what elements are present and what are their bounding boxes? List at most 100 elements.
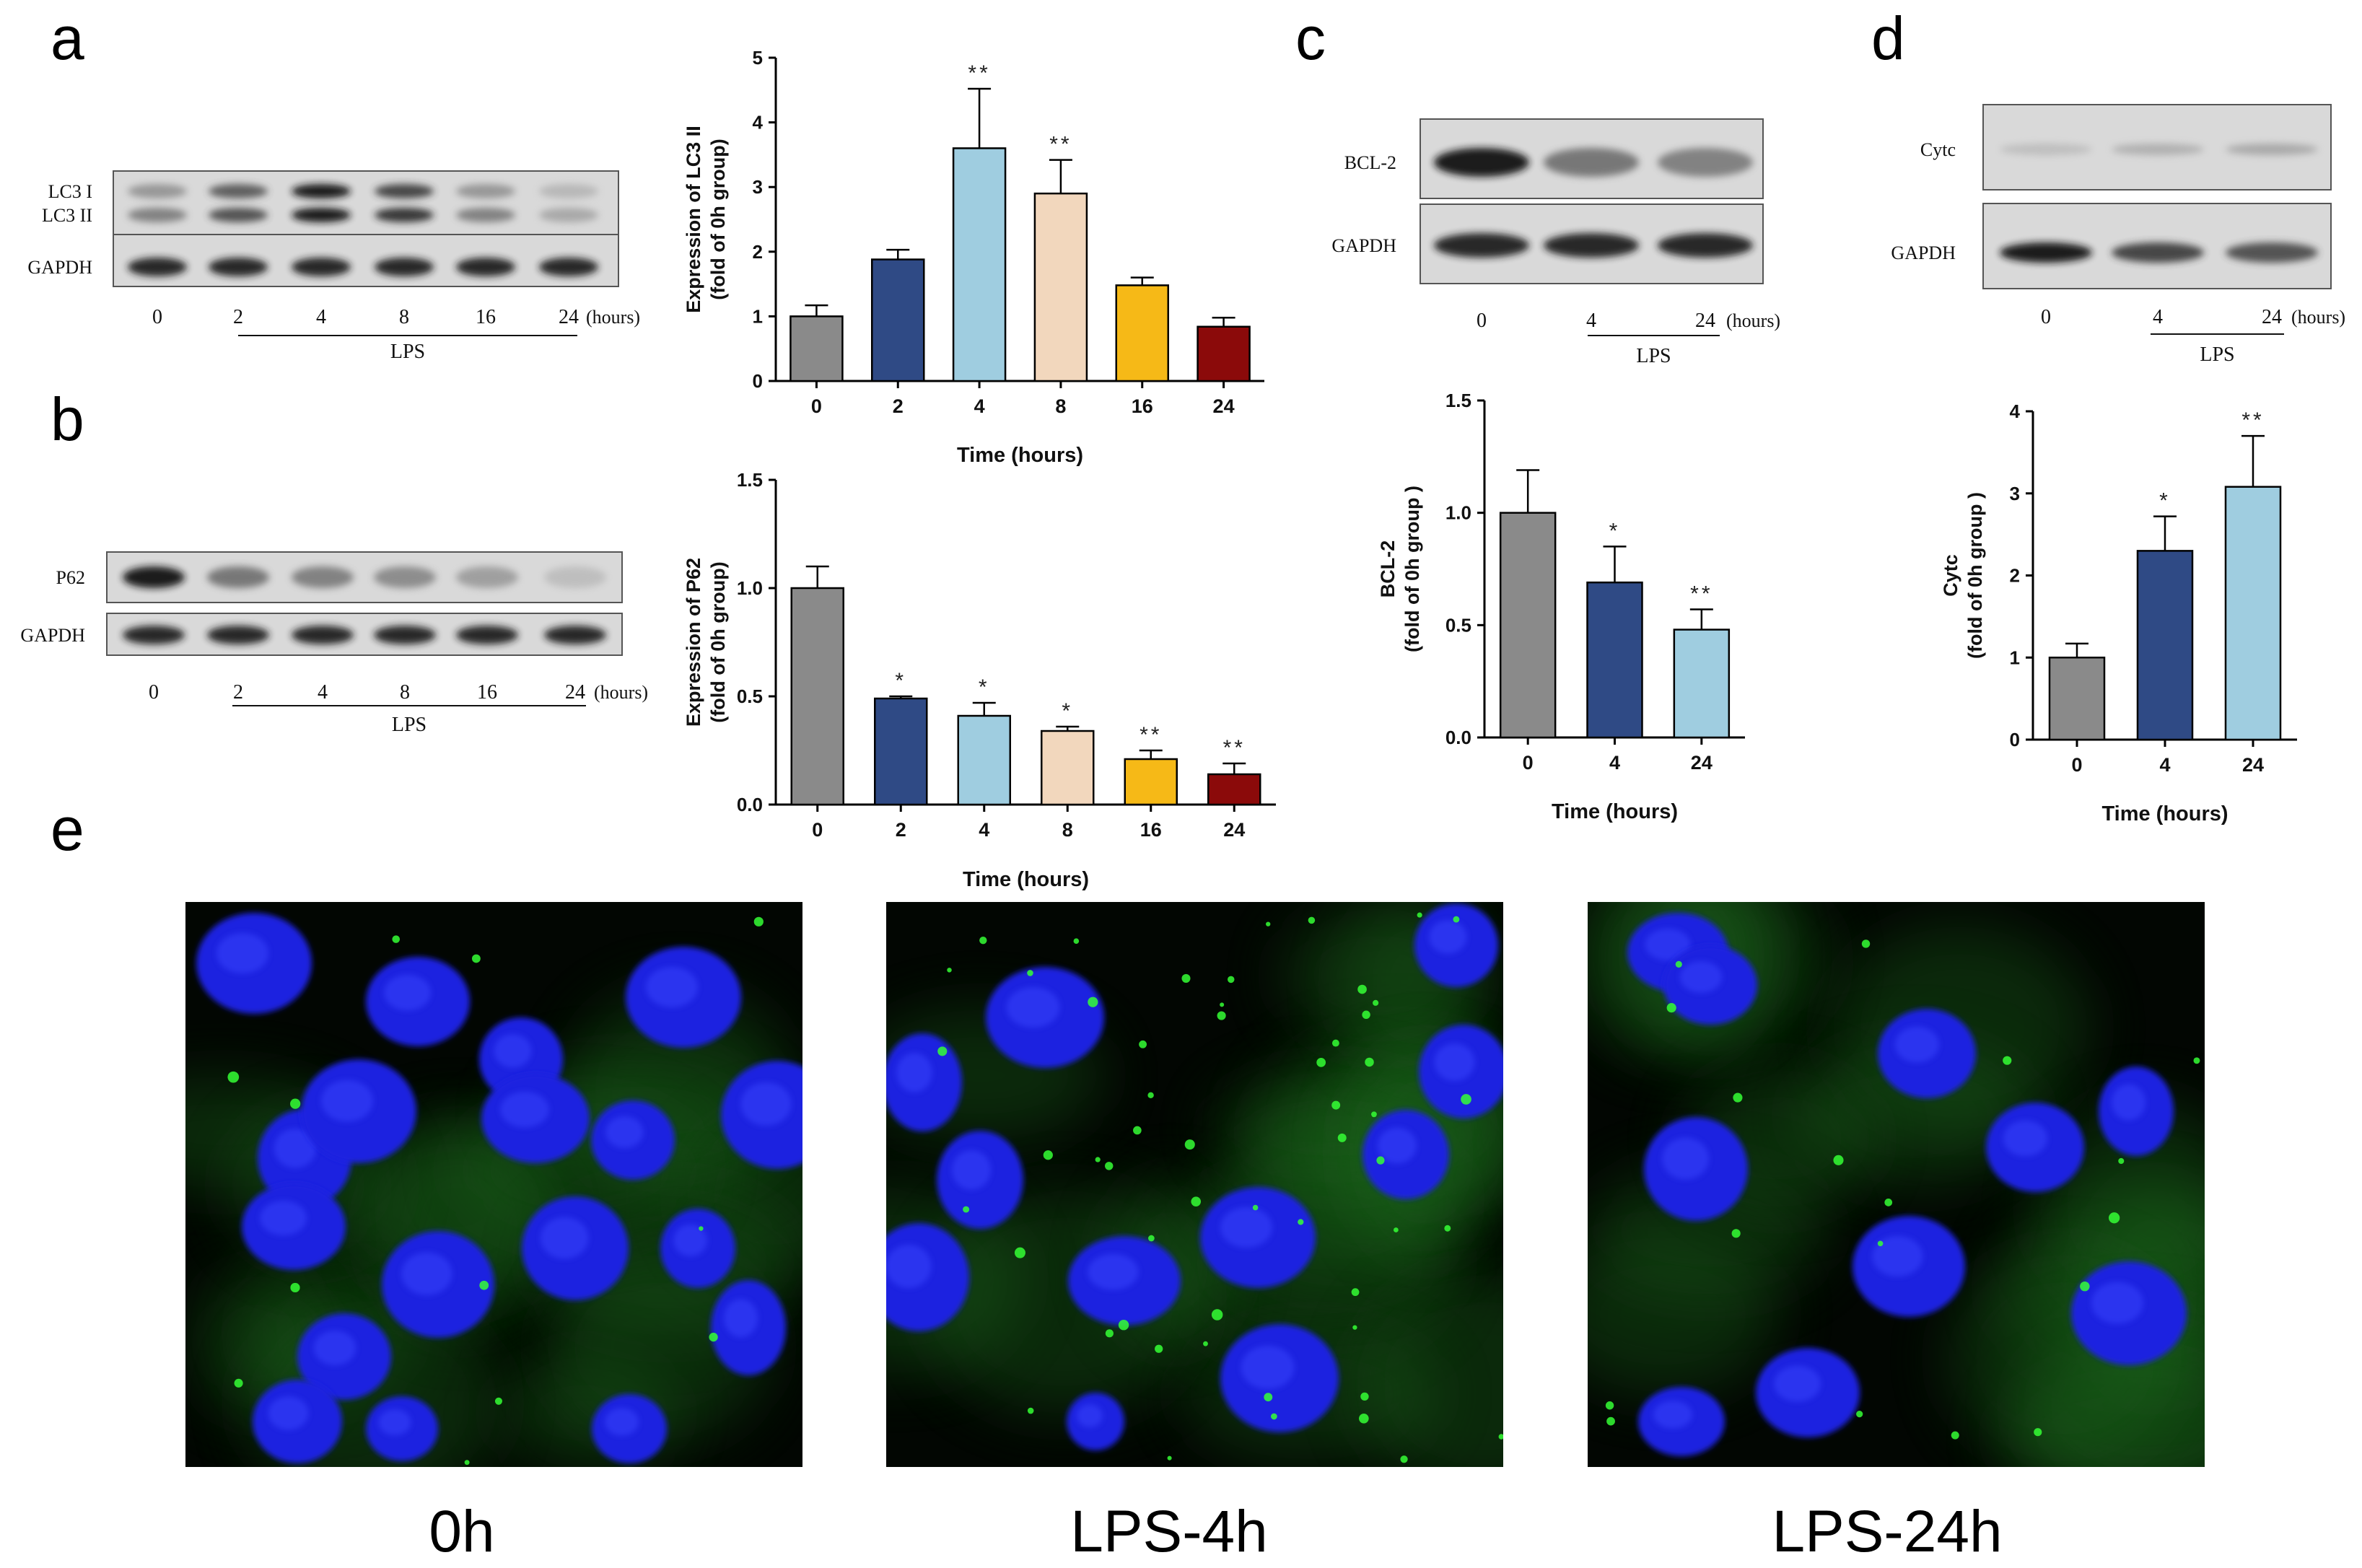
lane-label: 4 — [316, 306, 326, 328]
lc3-punctum — [963, 1206, 970, 1213]
panel-letter-a: a — [51, 4, 84, 72]
lc3-punctum — [1155, 1344, 1163, 1353]
x-tick-label: 2 — [896, 819, 906, 841]
lc3-punctum — [1203, 1341, 1208, 1346]
bar-4 — [2136, 550, 2194, 741]
nucleus-highlight — [500, 1091, 549, 1128]
lane-label: 24 — [1695, 310, 1715, 332]
y-tick-label: 0.5 — [1445, 614, 1471, 636]
blot-membrane — [113, 234, 619, 287]
lc3-punctum — [1316, 1057, 1326, 1067]
significance-marker: * — [1609, 519, 1621, 543]
blot-band-cytc — [2112, 144, 2204, 155]
blot-band-gapdh — [1544, 233, 1639, 258]
blot-band-p62 — [123, 566, 185, 588]
x-tick-label: 24 — [1223, 819, 1245, 841]
nucleus-highlight — [274, 1129, 317, 1168]
lc3-punctum — [1220, 1002, 1225, 1007]
blot-label-lc3-ii: LC3 II — [42, 205, 92, 226]
significance-marker: * — [979, 675, 990, 699]
lc3-punctum — [1498, 1434, 1503, 1440]
y-tick-label: 1 — [2010, 647, 2020, 668]
nucleus-highlight — [1006, 987, 1060, 1028]
lc3-punctum — [1331, 1100, 1341, 1110]
bar-24 — [1197, 325, 1251, 382]
lc3-punctum — [1362, 1010, 1370, 1019]
y-axis-label: Expression of P62 (fold of 0h group) — [683, 558, 729, 727]
significance-marker: ** — [1690, 582, 1713, 606]
lane-label: 0 — [152, 306, 162, 328]
x-tick-label: 4 — [2159, 754, 2170, 776]
y-tick-label: 0.0 — [737, 794, 763, 815]
blot-band-cytc — [2000, 144, 2092, 155]
lc3-punctum — [227, 1071, 240, 1083]
lane-label: 16 — [477, 681, 497, 704]
blot-band-p62 — [207, 566, 269, 588]
lc3-punctum — [2080, 1281, 2090, 1292]
blot-band-lc3-i — [209, 184, 268, 198]
nucleus-highlight — [494, 1034, 532, 1068]
micrograph-label-0h: 0h — [429, 1499, 494, 1564]
x-axis-label: Time (hours) — [1552, 800, 1678, 823]
cytoplasm-signal — [1355, 1273, 1503, 1467]
lane-label: 0 — [149, 681, 159, 704]
blot-band-gapdh — [456, 258, 515, 276]
nucleus-highlight — [1077, 1404, 1103, 1427]
nucleus-highlight — [1872, 1236, 1923, 1276]
nucleus-highlight — [321, 1079, 373, 1122]
y-axis-label-line: (fold of 0h group ) — [1401, 486, 1423, 652]
significance-marker: ** — [1140, 723, 1162, 747]
panel-letter-d: d — [1871, 4, 1905, 72]
nucleus-highlight — [1088, 1253, 1139, 1290]
blot-label-cytc: Cytc — [1920, 139, 1956, 160]
lc3-punctum — [1352, 1325, 1357, 1330]
blot-band-bcl-2 — [1544, 148, 1639, 177]
panel-letter-b: b — [51, 385, 84, 453]
blot-band-gapdh — [374, 626, 436, 644]
lane-label: 24 — [2262, 306, 2282, 328]
lane-label: 16 — [476, 306, 496, 328]
blot-band-cytc — [2226, 144, 2318, 155]
blot-label-p62: P62 — [56, 567, 85, 588]
y-tick-label: 1.0 — [1445, 502, 1471, 524]
lane-label: 0 — [2041, 306, 2051, 328]
lc3-punctum — [1365, 1057, 1374, 1067]
x-tick-label: 24 — [2242, 754, 2264, 776]
significance-marker: ** — [1223, 736, 1246, 760]
lc3-punctum — [1833, 1155, 1844, 1165]
y-axis-label-line: Expression of LC3 II — [683, 126, 704, 313]
bar-4 — [1586, 581, 1643, 739]
bar-24 — [1673, 628, 1731, 739]
x-tick-label: 8 — [1062, 819, 1073, 841]
significance-marker: * — [2159, 489, 2171, 513]
lane-label: 24 — [565, 681, 585, 704]
lc3-punctum — [1360, 1392, 1369, 1401]
y-tick-label: 0.5 — [737, 686, 763, 707]
lc3-punctum — [1266, 921, 1271, 927]
lc3-punctum — [1227, 976, 1235, 984]
significance-marker: * — [1062, 699, 1073, 723]
bar-chart-cytc: 0 1 2 3 4 Cytc (fold of 0h group ) Time (hours)… — [1940, 400, 2297, 825]
y-tick-label: 5 — [753, 47, 763, 69]
blot-band-gapdh — [2112, 242, 2204, 263]
blot-band-gapdh — [207, 626, 269, 644]
lc3-punctum — [1861, 940, 1871, 948]
blot-band-lc3-i — [375, 184, 434, 198]
bar-0 — [790, 587, 844, 806]
y-tick-label: 3 — [753, 176, 763, 198]
lane-label: 8 — [400, 681, 410, 704]
blot-band-lc3-i — [292, 184, 351, 198]
bar-0 — [1499, 512, 1557, 739]
lc3-punctum — [494, 1397, 503, 1405]
lc3-punctum — [234, 1378, 243, 1388]
micrograph-lps-4h — [886, 902, 1503, 1467]
blot-band-gapdh — [1658, 233, 1753, 258]
bar-24 — [2224, 486, 2282, 741]
lane-label: 2 — [233, 306, 243, 328]
nucleus-highlight — [1653, 1401, 1692, 1429]
x-tick-label: 24 — [1213, 395, 1235, 417]
x-tick-label: 16 — [1132, 395, 1153, 417]
lc3-punctum — [1073, 938, 1080, 945]
lc3-punctum — [1444, 1225, 1451, 1232]
lc3-punctum — [1331, 1039, 1339, 1047]
